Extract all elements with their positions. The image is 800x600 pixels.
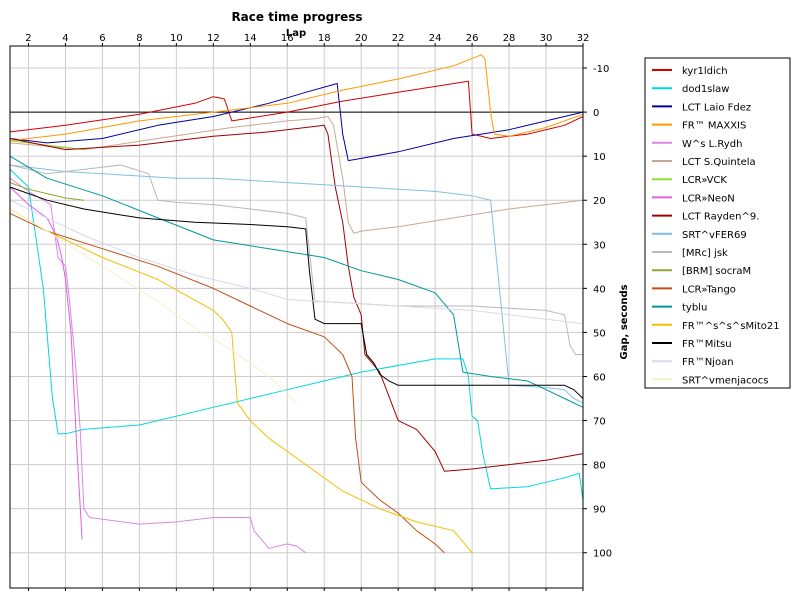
x-tick-label: 26	[466, 33, 479, 44]
x-axis-label: Lap	[286, 28, 306, 39]
series-line	[9, 140, 84, 151]
series-line	[9, 208, 473, 554]
legend-label: LCR»VCK	[682, 175, 727, 186]
x-tick-label: 14	[244, 33, 257, 44]
series-lines	[9, 54, 584, 554]
series-line	[9, 186, 83, 540]
y-ticks: -10 0 10 20 30 40 50 60 70 80 90 100	[583, 64, 612, 560]
series-line	[9, 182, 84, 201]
x-tick-label: 22	[392, 33, 405, 44]
legend-label: LCT Rayden^9.	[682, 212, 759, 223]
series-line	[9, 208, 297, 404]
series-line	[9, 124, 584, 472]
x-tick-label: 10	[170, 33, 183, 44]
x-ticks: 2 4 6 8 10 12 14 16 18 20 22 24 26 28 30 32	[25, 33, 589, 591]
x-tick-label: 30	[540, 33, 553, 44]
series-line	[9, 212, 445, 554]
legend-label: tyblu	[682, 303, 707, 314]
x-tick-label: 4	[62, 33, 68, 44]
x-tick-label: 16	[281, 33, 294, 44]
y-tick-label: 10	[593, 152, 606, 163]
x-tick-label: 20	[355, 33, 368, 44]
legend-label: dod1slaw	[682, 84, 729, 95]
legend-label: FR™Njoan	[682, 357, 734, 368]
y-tick-label: -10	[593, 64, 609, 75]
legend-label: kyr1ldich	[682, 66, 728, 77]
x-tick-label: 2	[25, 33, 31, 44]
x-tick-label: 8	[136, 33, 142, 44]
series-line	[9, 186, 584, 399]
y-tick-label: 30	[593, 240, 606, 251]
series-line	[9, 116, 584, 234]
x-tick-label: 32	[577, 33, 590, 44]
legend-label: LCT Laio Fdez	[682, 102, 751, 113]
legend: kyr1ldich dod1slaw LCT Laio Fdez FR™ MAXXIS…	[644, 57, 791, 389]
y-axis-label: Gap, seconds	[619, 284, 630, 359]
series-line	[9, 155, 584, 408]
chart-title: Race time progress	[231, 10, 362, 24]
legend-label: W^s L.Rydh	[682, 139, 742, 150]
x-tick-label: 28	[503, 33, 516, 44]
series-line	[9, 169, 584, 500]
legend-label: [BRM] socraM	[682, 266, 751, 277]
series-line	[9, 164, 584, 404]
x-tick-label: 12	[207, 33, 220, 44]
series-line	[9, 54, 584, 142]
y-tick-label: 70	[593, 417, 606, 428]
series-line	[9, 177, 306, 554]
x-tick-label: 24	[429, 33, 442, 44]
legend-label: SRT^vmenjacocs	[682, 375, 768, 386]
legend-label: FR™^s^s^sMito21	[682, 321, 780, 332]
legend-label: FR™Mitsu	[682, 339, 732, 350]
legend-label: LCR»NeoN	[682, 193, 735, 204]
y-tick-label: 0	[593, 108, 599, 119]
series-line	[9, 199, 584, 325]
legend-label: FR™ MAXXIS	[682, 121, 746, 132]
legend-box	[644, 57, 791, 389]
legend-label: SRT^vFER69	[682, 230, 747, 241]
series-line	[9, 80, 584, 139]
y-tick-label: 80	[593, 461, 606, 472]
y-tick-label: 100	[593, 549, 612, 560]
y-tick-label: 90	[593, 505, 606, 516]
y-tick-label: 40	[593, 284, 606, 295]
x-tick-label: 6	[99, 33, 105, 44]
series-line	[9, 164, 583, 355]
x-tick-label: 18	[318, 33, 331, 44]
series-line	[9, 83, 584, 162]
grid	[10, 46, 584, 588]
y-tick-label: 50	[593, 328, 606, 339]
legend-label: LCR»Tango	[682, 284, 736, 295]
legend-label: [MRc] jsk	[682, 248, 728, 259]
y-tick-label: 20	[593, 196, 606, 207]
plot-frame	[9, 45, 584, 589]
legend-label: LCT S.Quintela	[682, 157, 756, 168]
y-tick-label: 60	[593, 372, 606, 383]
